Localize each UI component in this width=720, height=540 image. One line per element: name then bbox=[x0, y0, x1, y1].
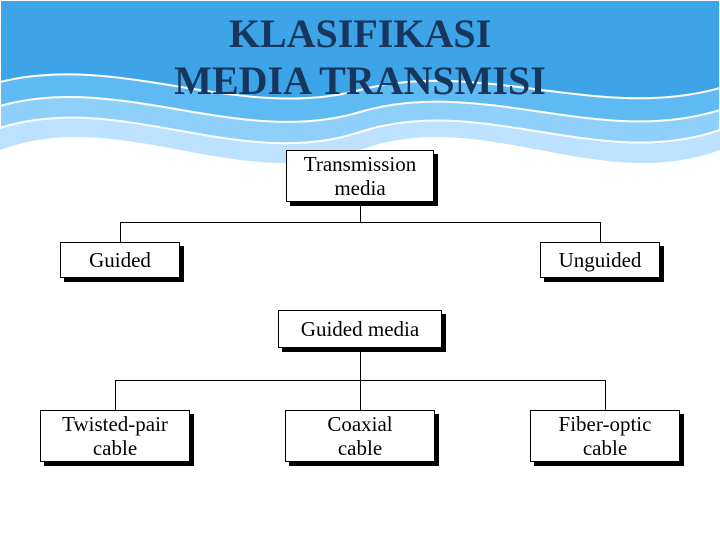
node-guided: Guided bbox=[60, 242, 180, 278]
connector bbox=[600, 222, 601, 242]
node-unguided: Unguided bbox=[540, 242, 660, 278]
node-coax: Coaxial cable bbox=[285, 410, 435, 462]
slide-title: KLASIFIKASI MEDIA TRANSMISI bbox=[0, 10, 720, 104]
node-label: Transmission media bbox=[286, 150, 434, 202]
node-label: Twisted-pair cable bbox=[40, 410, 190, 462]
node-tp: Twisted-pair cable bbox=[40, 410, 190, 462]
node-label: Guided media bbox=[278, 310, 442, 348]
node-label: Fiber-optic cable bbox=[530, 410, 680, 462]
connector bbox=[360, 380, 361, 410]
connector bbox=[360, 348, 361, 380]
node-root1: Transmission media bbox=[286, 150, 434, 202]
connector bbox=[115, 380, 116, 410]
diagram-area: Transmission media Guided Unguided Guided m… bbox=[20, 150, 700, 520]
connector bbox=[605, 380, 606, 410]
node-label: Unguided bbox=[540, 242, 660, 278]
node-label: Guided bbox=[60, 242, 180, 278]
node-fiber: Fiber-optic cable bbox=[530, 410, 680, 462]
node-root2: Guided media bbox=[278, 310, 442, 348]
node-label: Coaxial cable bbox=[285, 410, 435, 462]
slide: KLASIFIKASI MEDIA TRANSMISI Transmission… bbox=[0, 0, 720, 540]
connector bbox=[120, 222, 600, 223]
connector bbox=[120, 222, 121, 242]
